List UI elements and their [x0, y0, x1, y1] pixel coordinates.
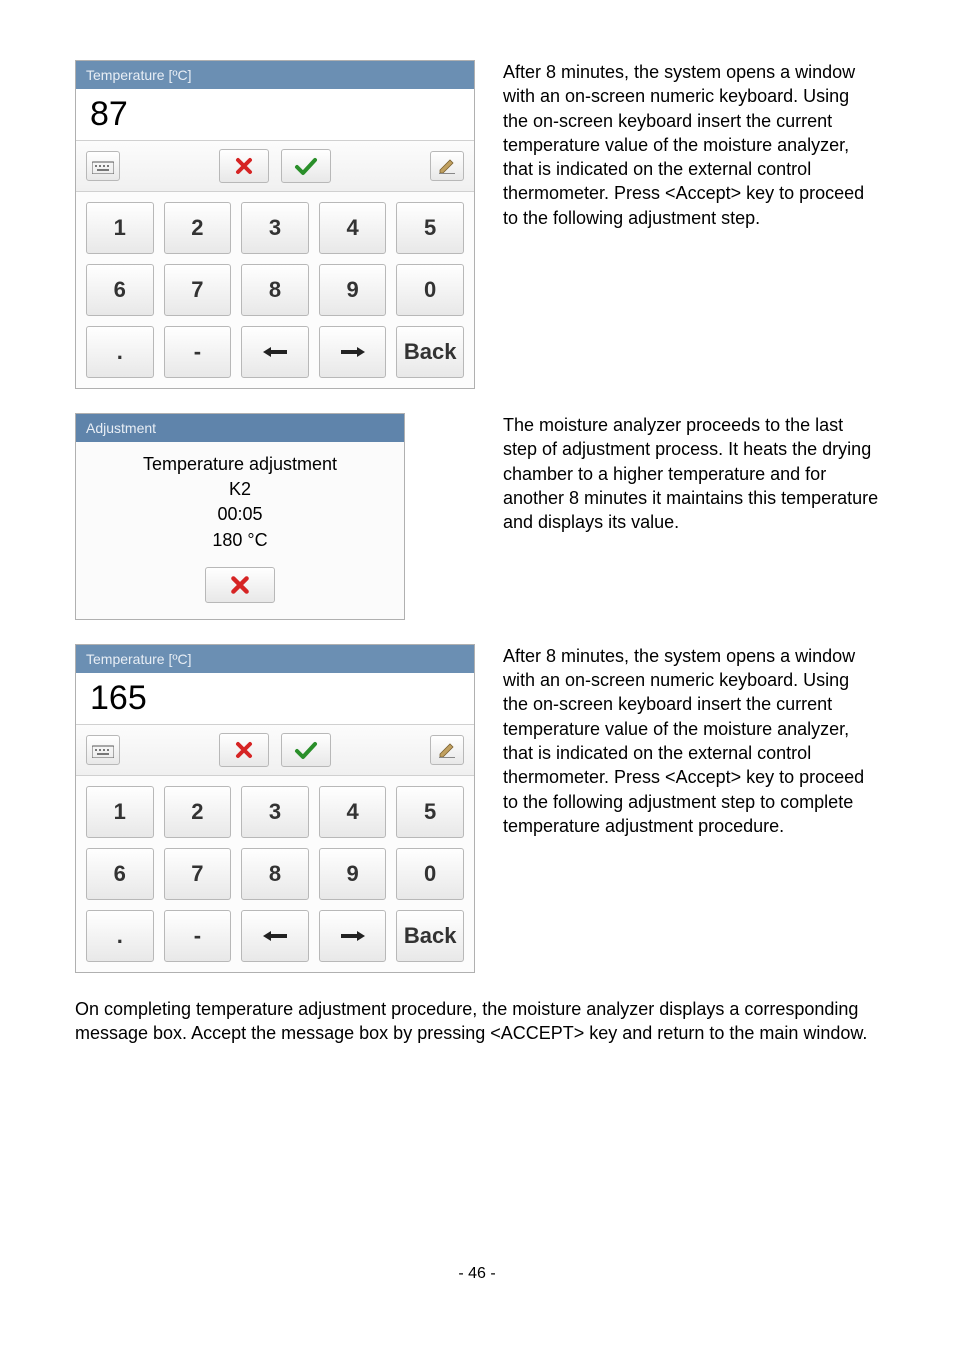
display-value: 87 — [76, 89, 474, 141]
key-1[interactable]: 1 — [86, 202, 154, 254]
key-8[interactable]: 8 — [241, 264, 309, 316]
panel-title: Temperature [ºC] — [76, 61, 474, 89]
key-7[interactable]: 7 — [164, 848, 232, 900]
key-dot[interactable]: . — [86, 910, 154, 962]
key-2[interactable]: 2 — [164, 786, 232, 838]
key-back[interactable]: Back — [396, 910, 464, 962]
keypad: 1 2 3 4 5 6 7 8 9 0 . - — [76, 192, 474, 388]
paragraph-1: After 8 minutes, the system opens a wind… — [503, 60, 879, 389]
accept-button[interactable] — [281, 733, 331, 767]
key-right[interactable] — [319, 910, 387, 962]
key-back[interactable]: Back — [396, 326, 464, 378]
paragraph-2: The moisture analyzer proceeds to the la… — [503, 413, 879, 620]
key-9[interactable]: 9 — [319, 848, 387, 900]
edit-icon[interactable] — [430, 735, 464, 765]
toolbar — [76, 725, 474, 776]
key-left[interactable] — [241, 326, 309, 378]
cancel-button[interactable] — [219, 733, 269, 767]
adj-line2: K2 — [86, 477, 394, 502]
key-9[interactable]: 9 — [319, 264, 387, 316]
key-8[interactable]: 8 — [241, 848, 309, 900]
key-dot[interactable]: . — [86, 326, 154, 378]
display-value: 165 — [76, 673, 474, 725]
paragraph-3: After 8 minutes, the system opens a wind… — [503, 644, 879, 973]
keyboard-icon[interactable] — [86, 151, 120, 181]
adj-line3: 00:05 — [86, 502, 394, 527]
key-5[interactable]: 5 — [396, 786, 464, 838]
key-minus[interactable]: - — [164, 910, 232, 962]
keyboard-icon[interactable] — [86, 735, 120, 765]
key-4[interactable]: 4 — [319, 202, 387, 254]
panel-title: Adjustment — [76, 414, 404, 442]
key-0[interactable]: 0 — [396, 848, 464, 900]
bottom-paragraph: On completing temperature adjustment pro… — [75, 997, 879, 1046]
edit-icon[interactable] — [430, 151, 464, 181]
key-5[interactable]: 5 — [396, 202, 464, 254]
adj-line1: Temperature adjustment — [86, 452, 394, 477]
key-0[interactable]: 0 — [396, 264, 464, 316]
key-minus[interactable]: - — [164, 326, 232, 378]
cancel-button[interactable] — [205, 567, 275, 603]
key-left[interactable] — [241, 910, 309, 962]
key-6[interactable]: 6 — [86, 264, 154, 316]
adjustment-body: Temperature adjustment K2 00:05 180 °C — [76, 442, 404, 619]
page-number: - 46 - — [75, 1265, 879, 1283]
key-2[interactable]: 2 — [164, 202, 232, 254]
keypad: 1 2 3 4 5 6 7 8 9 0 . - — [76, 776, 474, 972]
key-7[interactable]: 7 — [164, 264, 232, 316]
key-3[interactable]: 3 — [241, 202, 309, 254]
accept-button[interactable] — [281, 149, 331, 183]
cancel-button[interactable] — [219, 149, 269, 183]
key-right[interactable] — [319, 326, 387, 378]
key-3[interactable]: 3 — [241, 786, 309, 838]
key-6[interactable]: 6 — [86, 848, 154, 900]
keypad-panel-2: Temperature [ºC] 165 — [75, 644, 475, 973]
adjustment-panel: Adjustment Temperature adjustment K2 00:… — [75, 413, 405, 620]
panel-title: Temperature [ºC] — [76, 645, 474, 673]
key-4[interactable]: 4 — [319, 786, 387, 838]
toolbar — [76, 141, 474, 192]
adj-line4: 180 °C — [86, 528, 394, 553]
keypad-panel-1: Temperature [ºC] 87 — [75, 60, 475, 389]
key-1[interactable]: 1 — [86, 786, 154, 838]
